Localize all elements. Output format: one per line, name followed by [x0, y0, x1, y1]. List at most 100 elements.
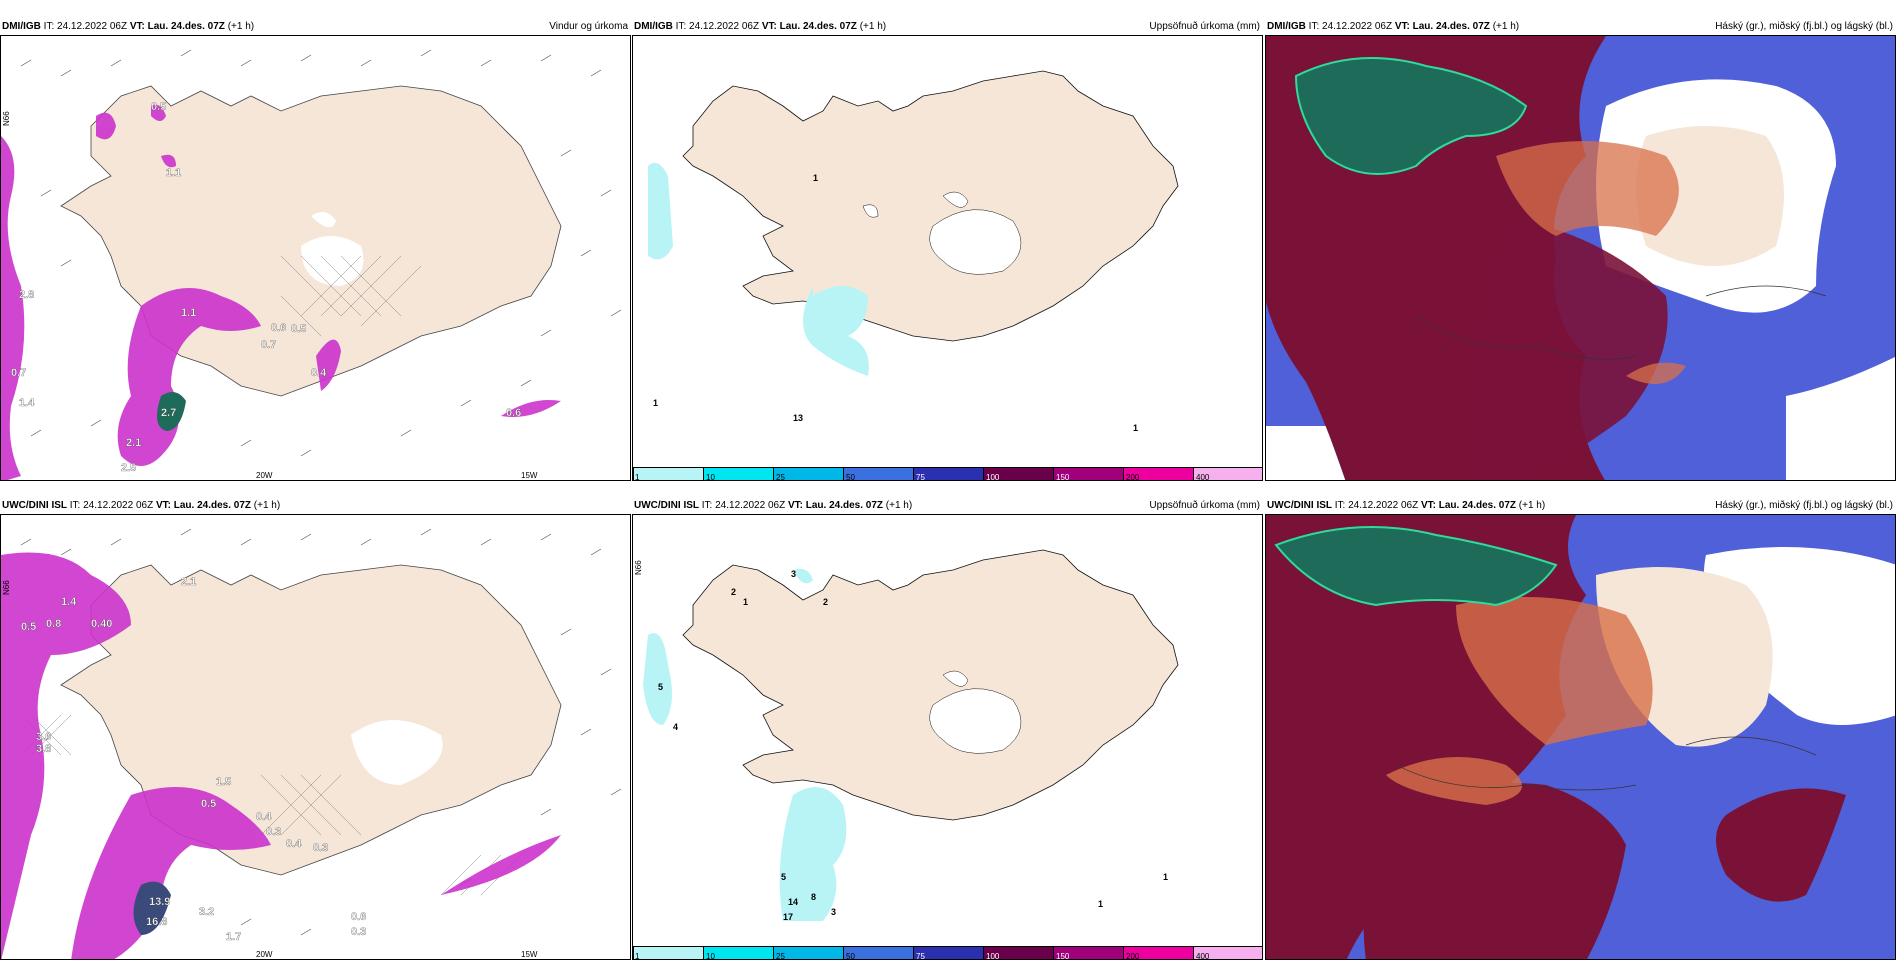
precip-value-label: 2 [823, 597, 828, 607]
cloud-darkred [1716, 788, 1846, 902]
iceland-land [682, 70, 1179, 342]
precip-value-label: 14 [788, 897, 798, 907]
precip-value-label: 0.4 [286, 838, 302, 850]
product-name: Háský (gr.), miðský (fj.bl.) og lágský (… [1715, 21, 1893, 32]
cloud-orange [1496, 141, 1686, 384]
precip-cyan [648, 162, 869, 376]
cloud-teal [1294, 57, 1528, 175]
panel-uwc-clouds: UWC/DINI ISL IT: 24.12.2022 06Z VT: Lau.… [1265, 494, 1896, 960]
precip-value-label: 1 [813, 173, 818, 183]
map-wind-precip: 0.5 0.8 1.4 0.40 3.6 3.8 2.1 1.5 0.5 0.4… [0, 514, 631, 960]
map-clouds [1265, 514, 1896, 960]
product-name: Uppsöfnuð úrkoma (mm) [1149, 500, 1260, 511]
colorbar-segment: 200 [1124, 468, 1194, 480]
precip-value-label: 1.1 [166, 167, 181, 179]
cloud-darkred [1363, 783, 1626, 959]
cloud-teal [1274, 526, 1558, 607]
precip-value-label: 0.5 [291, 323, 306, 335]
precip-labels: 0.5 2.8 1.4 2.7 2.1 0.6 0.7 0.5 0.7 1.1 … [11, 101, 522, 474]
colorbar-segment: 10 [704, 468, 774, 480]
panel-uwc-wind-precip: UWC/DINI ISL IT: 24.12.2022 06Z VT: Lau.… [0, 494, 631, 960]
lat-label: N66 [2, 580, 11, 595]
colorbar: 1 10 25 50 75 100 150 200 400 [633, 467, 1262, 480]
precip-value-label: 0.6 [506, 407, 521, 419]
precip-value-label: 0.4 [311, 367, 327, 379]
panel-title: UWC/DINI ISL IT: 24.12.2022 06Z VT: Lau.… [634, 500, 913, 511]
panel-title: UWC/DINI ISL IT: 24.12.2022 06Z VT: Lau.… [2, 500, 281, 511]
precip-value-label: 0.3 [313, 842, 328, 854]
precip-value-label: 0.5 [201, 798, 216, 810]
precip-value-label: 2.7 [161, 407, 176, 419]
precip-value-label: 2 [731, 587, 736, 597]
precip-value-label: 1.4 [61, 596, 77, 608]
precip-value-label: 2.8 [19, 289, 34, 301]
colorbar-segment: 50 [844, 468, 914, 480]
lon-label: 20W [256, 471, 273, 480]
colorbar-segment: 100 [984, 468, 1054, 480]
map-accum-precip: 1 1 13 1 1 10 25 50 75 100 150 200 400 [632, 35, 1263, 481]
precip-value-label: 1 [653, 398, 658, 408]
product-name: Uppsöfnuð úrkoma (mm) [1149, 21, 1260, 32]
colorbar-segment: 150 [1054, 468, 1124, 480]
colorbar-segment: 400 [1194, 468, 1262, 480]
precip-value-label: 16.8 [146, 916, 167, 928]
colorbar-segment: 25 [774, 947, 844, 959]
precip-value-label: 13.9 [149, 896, 170, 908]
product-name: Háský (gr.), miðský (fj.bl.) og lágský (… [1715, 500, 1893, 511]
colorbar-segment: 1 [634, 947, 704, 959]
precip-value-label: 13 [793, 413, 803, 423]
map-wind-precip: 0.5 2.8 1.4 2.7 2.1 0.6 0.7 0.5 0.7 1.1 … [0, 35, 631, 481]
precip-value-label: 1 [1098, 899, 1103, 909]
map-clouds [1265, 35, 1896, 481]
lon-label: 15W [521, 950, 538, 959]
iceland-land [682, 549, 1179, 821]
colorbar-segment: 200 [1124, 947, 1194, 959]
panel-title: DMI/IGB IT: 24.12.2022 06Z VT: Lau. 24.d… [2, 21, 255, 32]
precip-value-label: 2.1 [126, 437, 141, 449]
precip-value-label: 3 [831, 907, 836, 917]
precip-value-label: 3.2 [199, 906, 214, 918]
lat-label: N66 [634, 560, 643, 575]
precip-value-label: 17 [783, 912, 793, 922]
panel-dmi-accum-precip: DMI/IGB IT: 24.12.2022 06Z VT: Lau. 24.d… [632, 15, 1263, 481]
precip-value-label: 2.5 [121, 462, 136, 474]
panel-title: DMI/IGB IT: 24.12.2022 06Z VT: Lau. 24.d… [1267, 21, 1520, 32]
precip-value-label: 0.3 [351, 926, 366, 938]
precip-value-label: 1 [1163, 872, 1168, 882]
precip-value-label: 8 [811, 892, 816, 902]
precip-value-label: 5 [781, 872, 786, 882]
cloud-darkred [1461, 216, 1668, 480]
precip-value-label: 0.5 [21, 621, 36, 633]
precip-value-label: 1.5 [216, 776, 231, 788]
precip-value-label: 5 [658, 682, 663, 692]
map-accum-precip: 2 1 3 2 5 4 5 14 8 17 3 1 1 N66 1 10 25 … [632, 514, 1263, 960]
colorbar-segment: 100 [984, 947, 1054, 959]
precip-value-label: 0.7 [261, 339, 276, 351]
precip-value-label: 3 [791, 569, 796, 579]
precip-value-label: 4 [673, 722, 678, 732]
colorbar-segment: 400 [1194, 947, 1262, 959]
lon-label: 15W [521, 471, 538, 480]
precip-value-label: 0.3 [266, 826, 281, 838]
colorbar-segment: 10 [704, 947, 774, 959]
precip-value-label: 0.8 [46, 618, 61, 630]
panel-title: DMI/IGB IT: 24.12.2022 06Z VT: Lau. 24.d… [634, 21, 887, 32]
wind-barbs [20, 49, 622, 457]
precip-value-label: 0.6 [351, 911, 366, 923]
precip-value-label: 1 [1133, 423, 1138, 433]
precip-value-label: 0.40 [91, 618, 112, 630]
colorbar-segment: 25 [774, 468, 844, 480]
precip-value-label: 0.7 [11, 367, 26, 379]
precip-magenta [1, 104, 561, 480]
colorbar-segment: 75 [914, 947, 984, 959]
panel-dmi-wind-precip: DMI/IGB IT: 24.12.2022 06Z VT: Lau. 24.d… [0, 15, 631, 481]
colorbar-segment: 150 [1054, 947, 1124, 959]
hatching [280, 255, 422, 337]
colorbar: 1 10 25 50 75 100 150 200 400 [633, 946, 1262, 959]
precip-value-label: 1.4 [19, 397, 35, 409]
colorbar-segment: 75 [914, 468, 984, 480]
colorbar-segment: 1 [634, 468, 704, 480]
precip-value-label: 0.4 [256, 811, 272, 823]
precip-teal [157, 392, 186, 431]
product-name: Vindur og úrkoma [549, 21, 628, 32]
